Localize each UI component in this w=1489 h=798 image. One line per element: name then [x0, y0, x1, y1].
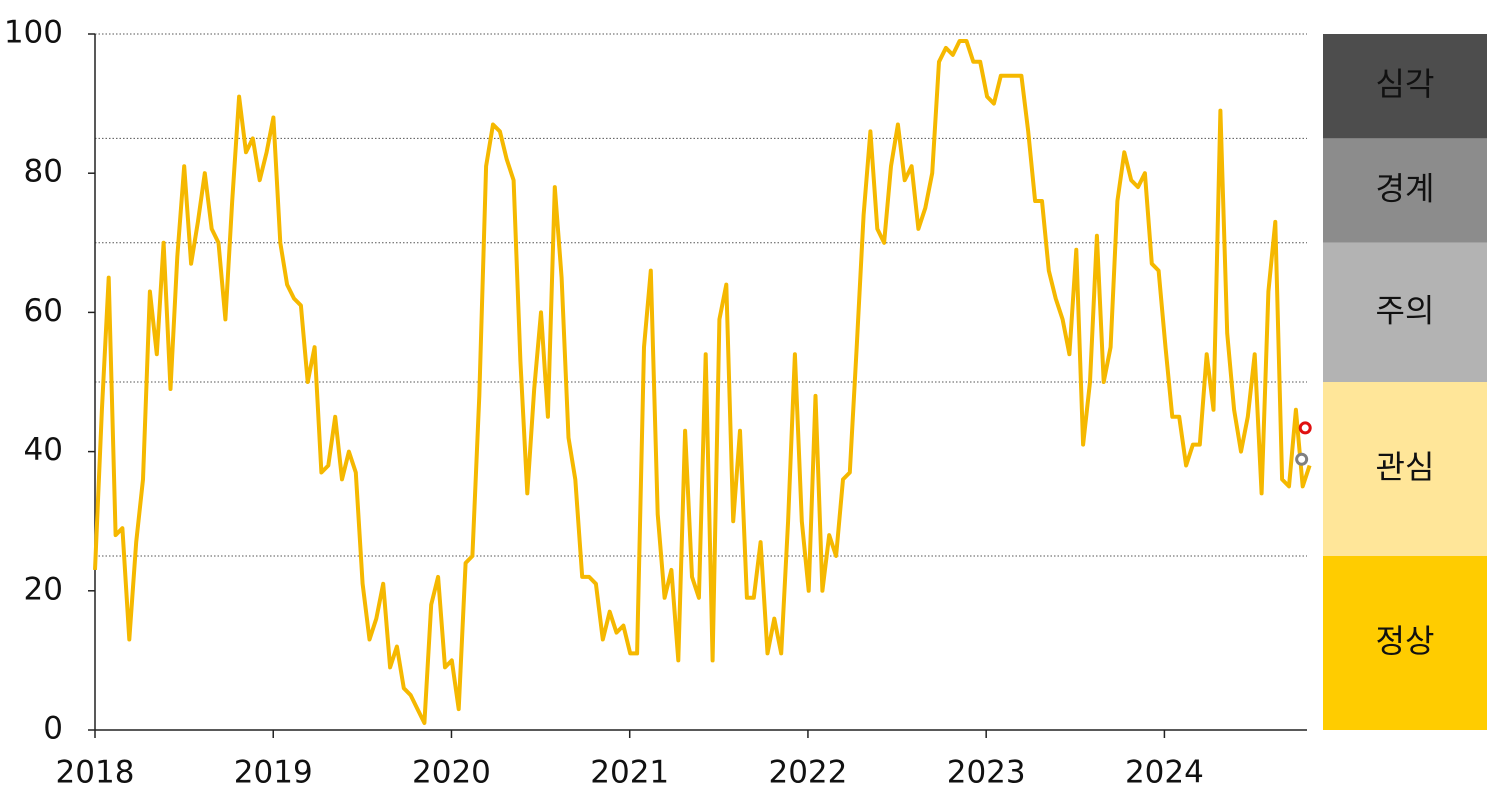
- x-tick-label: 2020: [412, 755, 491, 791]
- x-tick-label: 2019: [234, 755, 313, 791]
- zone-band: [1323, 556, 1487, 730]
- zone-band: [1323, 34, 1487, 139]
- y-tick-label: 80: [24, 154, 63, 190]
- x-tick-label: 2021: [590, 755, 669, 791]
- zone-label: 정상: [1376, 622, 1435, 660]
- zone-band: [1323, 138, 1487, 243]
- zone-label: 심각: [1376, 65, 1435, 103]
- y-tick-label: 60: [24, 293, 63, 329]
- x-tick-label: 2023: [947, 755, 1026, 791]
- y-tick-label: 20: [24, 571, 63, 607]
- zone-label: 관심: [1376, 448, 1435, 486]
- y-tick-label: 100: [4, 15, 63, 51]
- zone-label: 경계: [1376, 170, 1435, 208]
- point-marker: [1298, 421, 1312, 435]
- zone-label: 주의: [1376, 291, 1435, 329]
- zone-band: [1323, 242, 1487, 382]
- zone-band: [1323, 382, 1487, 556]
- point-marker: [1295, 452, 1309, 466]
- x-tick-label: 2018: [56, 755, 135, 791]
- x-tick-label: 2022: [768, 755, 847, 791]
- y-tick-label: 40: [24, 432, 63, 468]
- y-tick-label: 0: [43, 711, 63, 747]
- x-tick-label: 2024: [1125, 755, 1204, 791]
- data-line: [93, 39, 1312, 725]
